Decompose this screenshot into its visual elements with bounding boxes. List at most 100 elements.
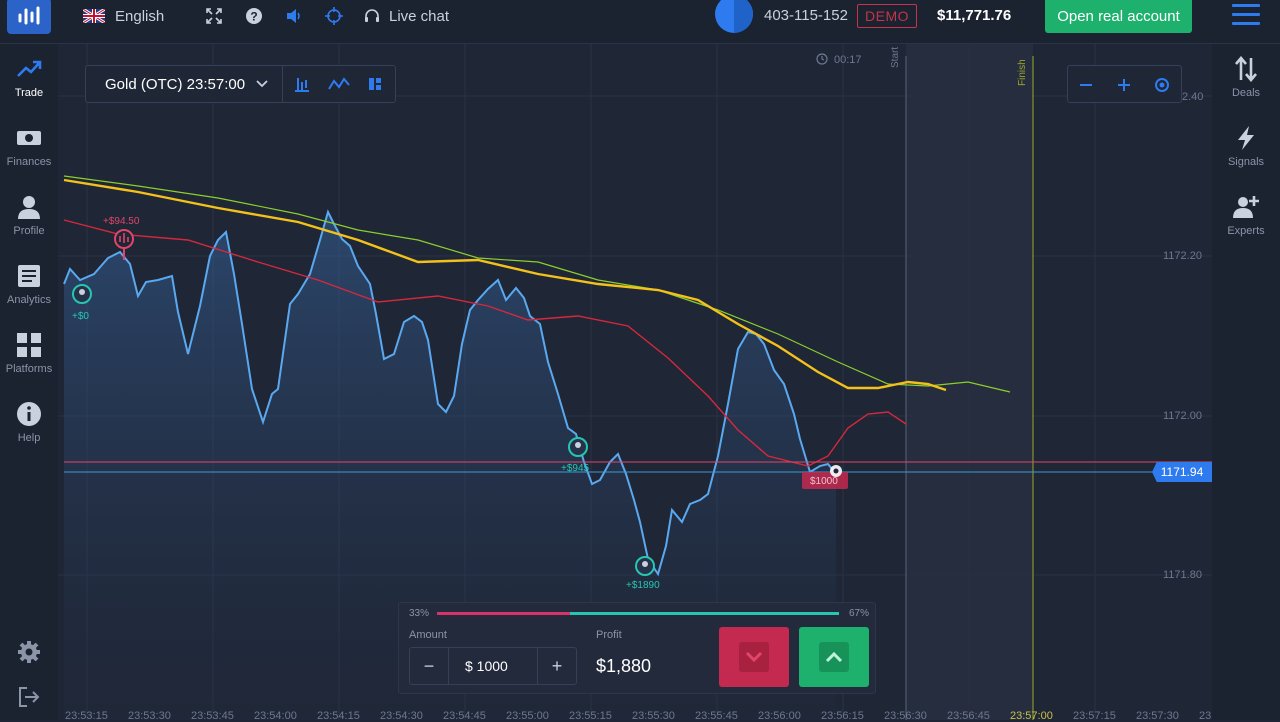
chart-type-icon[interactable]	[293, 75, 311, 93]
sidebar-item-signals[interactable]: Signals	[1217, 113, 1275, 177]
top-bar: English ? Live chat 403-115-152 DEMO $11…	[0, 0, 1280, 44]
trade-marker-open[interactable]: $1000	[802, 465, 848, 489]
trade-marker-call[interactable]: +$0	[72, 284, 92, 322]
sentiment-bar	[437, 612, 839, 615]
indicators-icon[interactable]	[328, 75, 350, 93]
logo-bars-icon	[18, 6, 40, 25]
amount-stepper: − $ 1000 +	[409, 647, 577, 685]
price-axis-label: 1172.00	[1163, 410, 1202, 422]
sidebar-item-finances[interactable]: Finances	[0, 113, 58, 177]
user-icon	[18, 196, 40, 219]
svg-text:?: ?	[250, 10, 257, 24]
fullscreen-icon[interactable]	[205, 7, 223, 25]
time-axis-label: 23:53:45	[191, 710, 234, 722]
document-icon	[18, 265, 40, 287]
sidebar-item-trade[interactable]: Trade	[0, 44, 58, 108]
trade-marker-call[interactable]: +$945	[561, 437, 590, 474]
account-id: 403-115-152	[764, 7, 848, 24]
zoom-out-icon[interactable]	[1079, 78, 1093, 92]
price-chart[interactable]: Start Finish +$94.50 +$0 +$945 +$1890 $1…	[58, 44, 1212, 720]
headset-icon	[365, 9, 379, 22]
time-axis-label: 23:56:45	[947, 710, 990, 722]
time-axis-label: 23:57:30	[1136, 710, 1179, 722]
put-percentage: 33%	[409, 608, 430, 619]
time-axis-label: 23:57:00	[1010, 710, 1053, 722]
call-button[interactable]	[799, 627, 869, 687]
time-axis-label: 23:53:15	[65, 710, 108, 722]
live-chat-label: Live chat	[389, 7, 450, 25]
call-percentage: 67%	[849, 608, 870, 619]
logo[interactable]	[7, 0, 51, 34]
info-icon	[17, 402, 41, 426]
drawings-icon[interactable]	[367, 76, 383, 92]
account-avatar-icon[interactable]	[714, 0, 754, 34]
open-real-account-button[interactable]: Open real account	[1045, 0, 1192, 33]
banknote-icon	[17, 131, 41, 145]
asset-selector[interactable]: Gold (OTC) 23:57:00	[85, 65, 396, 103]
timer-value: 00:17	[834, 54, 862, 66]
chevron-up-icon	[825, 651, 843, 663]
amount-increase-button[interactable]: +	[551, 655, 563, 676]
crosshair-icon[interactable]	[325, 7, 343, 25]
zoom-in-icon[interactable]	[1117, 78, 1131, 92]
amount-label: Amount	[409, 629, 447, 641]
time-axis-label: 23:56:00	[758, 710, 801, 722]
candle-timer: 00:17	[816, 53, 862, 66]
time-axis-label: 23:56:30	[884, 710, 927, 722]
put-inner	[739, 642, 769, 672]
reset-view-icon[interactable]	[1154, 77, 1170, 93]
call-inner	[819, 642, 849, 672]
logout-icon[interactable]	[18, 686, 40, 708]
time-axis-label: 23:57:15	[1073, 710, 1116, 722]
right-sidebar: Deals Signals Experts	[1212, 44, 1280, 720]
chevron-down-icon	[256, 80, 268, 88]
sidebar-item-label: Trade	[14, 87, 44, 99]
time-axis-label: 23:55:45	[695, 710, 738, 722]
account-balance[interactable]: $11,771.76	[937, 7, 1012, 24]
trade-marker-put[interactable]: +$94.50	[103, 216, 140, 260]
price-axis-label: 2.40	[1182, 91, 1204, 103]
uk-flag-icon	[83, 9, 105, 23]
hamburger-menu-icon[interactable]	[1232, 4, 1260, 28]
swap-arrows-icon	[1235, 56, 1257, 82]
price-axis-label: 1171.80	[1163, 569, 1202, 581]
clock-icon	[816, 53, 828, 65]
trade-marker-label: +$0	[72, 311, 89, 322]
live-chat-button[interactable]: Live chat	[364, 0, 449, 32]
amount-decrease-button[interactable]: −	[423, 655, 435, 676]
language-selector[interactable]: English	[83, 0, 164, 32]
sidebar-item-label: Deals	[1231, 87, 1261, 99]
zoom-controls	[1067, 65, 1182, 103]
time-axis-label: 23:54:30	[380, 710, 423, 722]
trade-marker-label: $1000	[810, 476, 838, 487]
demo-badge[interactable]: DEMO	[857, 4, 917, 28]
sidebar-item-deals[interactable]: Deals	[1217, 44, 1275, 108]
chevron-down-icon	[745, 651, 763, 663]
sidebar-item-label: Help	[17, 432, 41, 444]
sound-icon[interactable]	[285, 7, 303, 25]
time-axis-label: 23:54:15	[317, 710, 360, 722]
trade-marker-label: +$94.50	[103, 216, 140, 227]
sidebar-item-profile[interactable]: Profile	[0, 182, 58, 246]
put-button[interactable]	[719, 627, 789, 687]
finish-label: Finish	[1017, 59, 1028, 86]
grid-icon	[17, 333, 41, 357]
sidebar-item-label: Platforms	[5, 363, 53, 375]
left-sidebar: Trade Finances Profile Analytics Platfor…	[0, 44, 58, 720]
start-label: Start	[890, 47, 901, 68]
settings-gear-icon[interactable]	[17, 640, 41, 664]
sidebar-item-label: Finances	[6, 156, 52, 168]
trend-up-icon	[17, 60, 42, 77]
add-user-icon	[1233, 196, 1259, 218]
price-area	[64, 212, 836, 720]
profit-value: $1,880	[596, 656, 652, 676]
sidebar-item-analytics[interactable]: Analytics	[0, 251, 58, 315]
question-icon[interactable]: ?	[245, 7, 263, 25]
trade-marker-call[interactable]: +$1890	[626, 556, 660, 591]
trade-panel: 33% 67% Amount − $ 1000 + Profit $1,880	[398, 602, 876, 694]
sidebar-item-experts[interactable]: Experts	[1217, 182, 1275, 246]
sidebar-item-help[interactable]: Help	[0, 389, 58, 453]
time-axis-label: 23:55:30	[632, 710, 675, 722]
amount-input[interactable]: $ 1000	[448, 648, 538, 684]
sidebar-item-platforms[interactable]: Platforms	[0, 320, 58, 384]
